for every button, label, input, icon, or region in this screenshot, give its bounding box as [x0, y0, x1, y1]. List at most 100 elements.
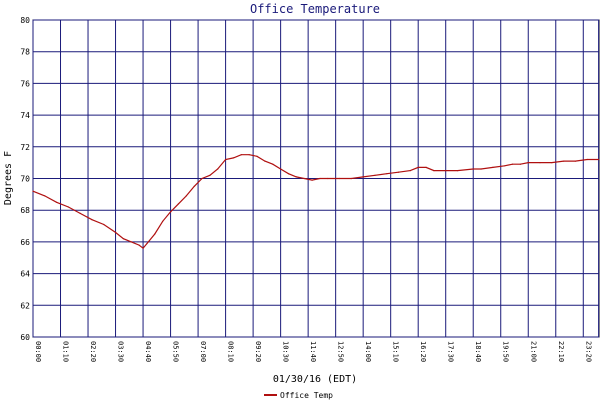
data-point: [194, 186, 195, 187]
data-point: [249, 154, 250, 155]
data-point: [288, 173, 289, 174]
data-point: [386, 173, 387, 174]
data-point: [520, 164, 521, 165]
x-tick-label: 04:40: [144, 341, 152, 362]
data-point: [296, 176, 297, 177]
x-tick-label: 14:00: [364, 341, 372, 362]
y-tick-label: 68: [20, 206, 30, 215]
x-tick-label: 09:20: [254, 341, 262, 362]
data-point: [339, 178, 340, 179]
chart-title: Office Temperature: [250, 2, 380, 16]
y-tick-label: 72: [20, 143, 30, 152]
data-point: [539, 162, 540, 163]
data-point: [587, 159, 588, 160]
y-tick-label: 76: [20, 79, 30, 88]
data-point: [201, 178, 202, 179]
data-point: [418, 167, 419, 168]
data-point: [80, 213, 81, 214]
data-point: [209, 175, 210, 176]
data-point: [312, 180, 313, 181]
x-tick-label: 18:40: [474, 341, 482, 362]
data-point: [131, 241, 132, 242]
x-tick-label: 11:40: [309, 341, 317, 362]
data-point: [143, 248, 144, 249]
data-point: [225, 159, 226, 160]
data-point: [512, 164, 513, 165]
x-tick-label: 21:00: [529, 341, 537, 362]
data-point: [374, 175, 375, 176]
data-point: [551, 162, 552, 163]
data-point: [528, 162, 529, 163]
data-point: [481, 168, 482, 169]
x-tick-label: 19:50: [502, 341, 510, 362]
x-tick-label: 00:00: [34, 341, 42, 362]
y-tick-label: 80: [20, 16, 30, 25]
data-point: [154, 233, 155, 234]
data-point: [162, 221, 163, 222]
x-tick-label: 23:20: [584, 341, 592, 362]
data-point: [598, 159, 599, 160]
y-tick-label: 78: [20, 48, 30, 57]
x-tick-label: 02:20: [89, 341, 97, 362]
y-tick-label: 70: [20, 175, 30, 184]
x-tick-label: 16:20: [419, 341, 427, 362]
x-tick-label: 15:10: [392, 341, 400, 362]
x-tick-label: 08:10: [227, 341, 235, 362]
data-point: [410, 170, 411, 171]
data-point: [139, 245, 140, 246]
data-point: [68, 206, 69, 207]
data-point: [327, 178, 328, 179]
data-point: [473, 168, 474, 169]
data-point: [103, 224, 104, 225]
x-tick-label: 22:10: [557, 341, 565, 362]
y-tick-label: 60: [20, 333, 30, 342]
data-point: [398, 172, 399, 173]
data-point: [280, 168, 281, 169]
data-point: [115, 232, 116, 233]
data-point: [217, 168, 218, 169]
data-point: [351, 178, 352, 179]
data-point: [492, 167, 493, 168]
data-point: [319, 178, 320, 179]
data-point: [186, 195, 187, 196]
y-tick-label: 62: [20, 301, 30, 310]
data-point: [563, 161, 564, 162]
x-tick-label: 03:30: [117, 341, 125, 362]
y-tick-label: 66: [20, 238, 30, 247]
x-tick-label: 07:00: [199, 341, 207, 362]
y-axis-ticks: 60 62 64 66 68 70 72 74 76 78 80: [20, 16, 30, 342]
data-point: [363, 176, 364, 177]
y-tick-label: 74: [20, 111, 30, 120]
y-tick-label: 64: [20, 270, 30, 279]
data-point: [256, 156, 257, 157]
x-tick-label: 05:50: [172, 341, 180, 362]
x-tick-label: 10:30: [282, 341, 290, 362]
x-tick-label: 01:10: [62, 341, 70, 362]
data-point: [146, 243, 147, 244]
x-tick-label: 17:30: [447, 341, 455, 362]
x-tick-label: 12:50: [337, 341, 345, 362]
data-point: [178, 203, 179, 204]
data-point: [233, 157, 234, 158]
x-axis-label: 01/30/16 (EDT): [273, 374, 357, 385]
data-point: [91, 219, 92, 220]
data-point: [56, 202, 57, 203]
data-point: [32, 191, 33, 192]
data-point: [426, 167, 427, 168]
data-point: [445, 170, 446, 171]
y-axis-label: Degrees F: [3, 151, 14, 205]
data-point: [504, 165, 505, 166]
x-axis-ticks: 00:00 01:10 02:20 03:30 04:40 05:50 07:00 08:10…: [34, 341, 600, 362]
data-point: [170, 211, 171, 212]
legend-label-office-temp: Office Temp: [280, 391, 333, 400]
data-point: [304, 178, 305, 179]
legend: Office Temp: [264, 391, 333, 400]
data-point: [123, 238, 124, 239]
data-point: [457, 170, 458, 171]
data-point: [264, 161, 265, 162]
data-point: [433, 170, 434, 171]
data-point: [575, 161, 576, 162]
data-point: [241, 154, 242, 155]
data-point: [44, 195, 45, 196]
